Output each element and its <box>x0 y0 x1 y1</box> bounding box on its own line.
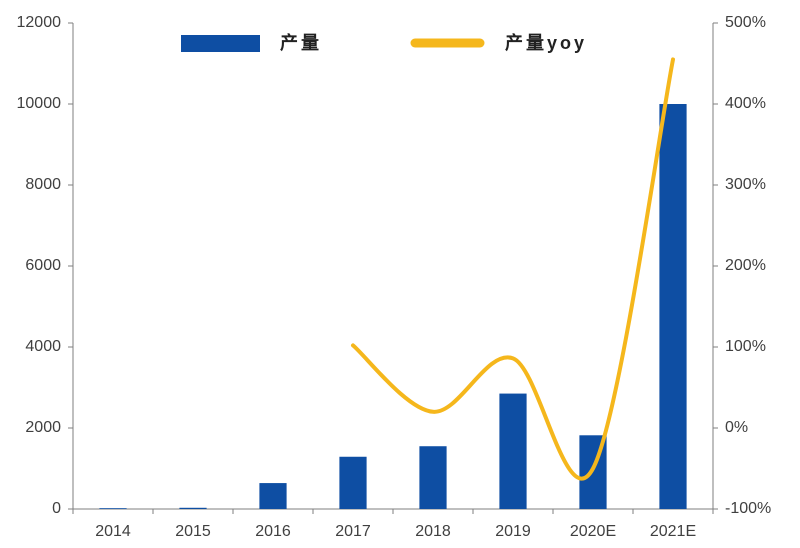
x-tick-label: 2017 <box>335 523 371 540</box>
bar <box>179 507 207 509</box>
y2-tick-label: 300% <box>725 176 766 193</box>
x-tick-label: 2016 <box>255 523 291 540</box>
y2-tick-label: 100% <box>725 338 766 355</box>
y-tick-label: 10000 <box>17 95 62 112</box>
y-tick-label: 8000 <box>25 176 61 193</box>
legend-label: 产量 <box>280 32 322 53</box>
bar <box>659 104 687 509</box>
y-tick-label: 2000 <box>25 419 61 436</box>
bar <box>99 508 127 509</box>
x-tick-label: 2020E <box>570 523 616 540</box>
y-tick-label: 6000 <box>25 257 61 274</box>
legend-label: 产量yoy <box>505 32 587 53</box>
bar <box>259 483 287 509</box>
y-tick-label: 0 <box>52 500 61 517</box>
line <box>351 57 675 481</box>
y-tick-label: 4000 <box>25 338 61 355</box>
bar <box>339 456 367 509</box>
y2-tick-label: 0% <box>725 419 748 436</box>
x-tick-label: 2015 <box>175 523 211 540</box>
bar <box>419 446 447 509</box>
bar <box>499 393 527 509</box>
y-tick-label: 12000 <box>17 14 62 31</box>
y2-tick-label: 200% <box>725 257 766 274</box>
y2-tick-label: 500% <box>725 14 766 31</box>
x-tick-label: 2019 <box>495 523 531 540</box>
x-tick-label: 2014 <box>95 523 131 540</box>
y2-tick-label: -100% <box>725 500 771 517</box>
y2-tick-label: 400% <box>725 95 766 112</box>
x-tick-label: 2018 <box>415 523 451 540</box>
x-tick-label: 2021E <box>650 523 696 540</box>
legend-swatch <box>181 35 260 52</box>
